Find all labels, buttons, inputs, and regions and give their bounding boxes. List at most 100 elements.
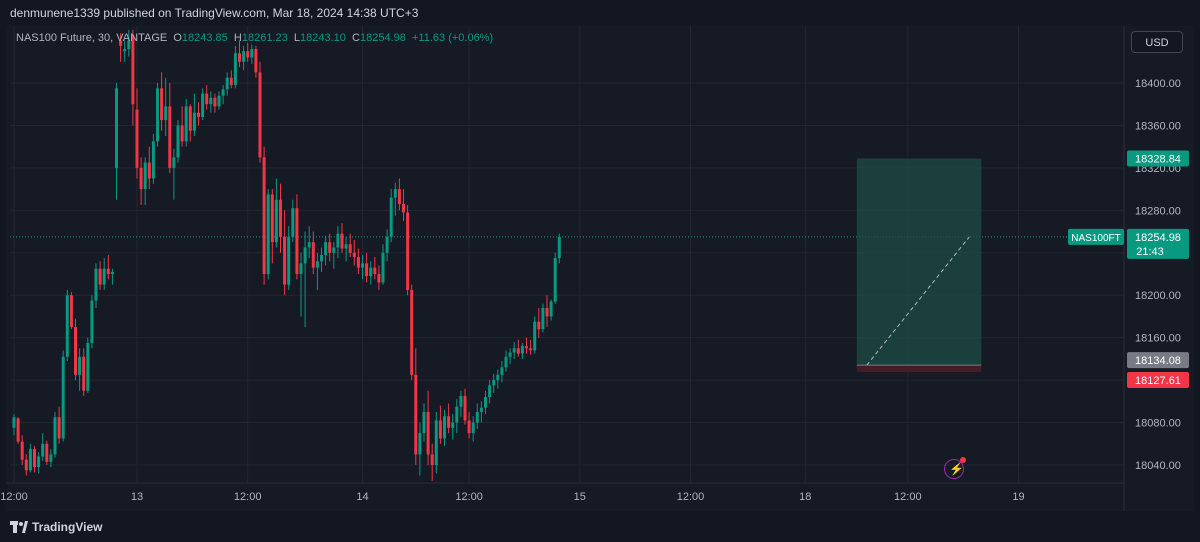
last-price-tag — [1127, 228, 1189, 259]
candle — [205, 85, 209, 110]
candle-body — [369, 267, 373, 277]
candle-body — [525, 346, 528, 349]
candle-body — [451, 422, 455, 428]
candle-body — [123, 49, 127, 52]
candle-body — [283, 236, 287, 285]
candle-body — [160, 88, 164, 121]
candle — [254, 45, 258, 78]
candle — [94, 263, 98, 308]
candle — [135, 88, 139, 179]
candle — [332, 242, 336, 269]
candle-body — [233, 53, 237, 86]
candle — [213, 93, 217, 113]
candle-body — [221, 89, 225, 96]
candle — [86, 337, 90, 393]
candle-body — [373, 267, 377, 274]
candle-body — [410, 289, 414, 375]
tradingview-logo[interactable]: TradingView — [10, 519, 102, 535]
x-tick-label: 19 — [1012, 491, 1024, 503]
candle — [549, 299, 553, 321]
y-tick-label: 18360.00 — [1135, 120, 1181, 132]
candle-body — [127, 40, 131, 50]
candle — [533, 316, 537, 354]
candles — [12, 29, 561, 481]
candle — [414, 348, 418, 465]
x-tick-label: 14 — [356, 491, 368, 503]
candle-body — [65, 295, 69, 357]
candle-body — [303, 247, 307, 264]
candle — [459, 390, 463, 418]
tradingview-logo-icon — [10, 521, 28, 533]
candle-body — [492, 380, 496, 386]
candle-body — [49, 454, 53, 462]
stop-price-tag — [1127, 372, 1189, 389]
candle-body — [90, 300, 94, 343]
candle — [119, 33, 123, 62]
candle-body — [299, 263, 303, 274]
currency-button[interactable]: USD — [1131, 31, 1183, 53]
candle-body — [57, 417, 61, 439]
candle — [188, 104, 192, 142]
candle-body — [529, 348, 533, 351]
candle — [246, 42, 250, 62]
low-label: L — [293, 32, 301, 44]
x-tick-label: 13 — [131, 491, 143, 503]
lightning-icon[interactable]: ⚡ — [944, 457, 966, 479]
candle — [90, 295, 94, 349]
candle-body — [340, 233, 344, 249]
candle — [434, 411, 438, 474]
candle — [45, 440, 49, 465]
candle — [557, 233, 561, 264]
last-price-label: 18254.98 — [1135, 232, 1181, 244]
candle-body — [147, 162, 151, 179]
price-chart[interactable]: 18040.00 18080.00 18160.00 18200.00 18280.00… — [0, 0, 1200, 511]
candle — [225, 72, 229, 96]
target-zone — [856, 158, 982, 366]
candle-body — [205, 93, 209, 105]
entry-price-tag — [1127, 352, 1189, 369]
candle-body — [500, 367, 504, 375]
candle — [447, 403, 451, 434]
candle — [233, 45, 237, 89]
candle-body — [418, 433, 422, 455]
candle — [197, 102, 200, 126]
x-tick-label: 12:00 — [455, 491, 483, 503]
candle — [340, 223, 344, 253]
low-value: 18243.10 — [300, 32, 346, 44]
candle-body — [459, 396, 463, 407]
candle-body — [78, 356, 82, 375]
candle-body — [348, 244, 352, 253]
candle-body — [209, 97, 213, 105]
candle — [406, 205, 410, 296]
footer-bar: TradingView — [0, 511, 1200, 542]
bolt-glyph-icon: ⚡ — [949, 462, 964, 476]
stop-zone — [856, 365, 982, 373]
candle-body — [557, 236, 561, 259]
candle-body — [356, 257, 360, 268]
candle — [393, 182, 397, 216]
candle — [106, 254, 110, 280]
candle — [12, 414, 16, 436]
candle-body — [225, 77, 229, 90]
candle-body — [443, 416, 446, 439]
candle — [525, 337, 528, 354]
axes: 18040.00 18080.00 18160.00 18200.00 18280.00… — [0, 26, 1189, 511]
candle-body — [520, 346, 524, 354]
candle — [123, 40, 127, 62]
y-tick-label: 18200.00 — [1135, 290, 1181, 302]
candle — [418, 422, 422, 476]
candle — [49, 449, 53, 468]
candle — [184, 98, 188, 147]
candle-body — [397, 189, 401, 204]
candle-body — [238, 53, 241, 62]
publish-header: denmunene1339 published on TradingView.c… — [0, 0, 1200, 26]
candle-body — [270, 194, 274, 243]
candle-body — [213, 97, 217, 107]
candle-body — [12, 417, 16, 428]
x-tick-label: 12:00 — [0, 491, 28, 503]
candle — [78, 348, 82, 391]
candle — [57, 406, 61, 444]
candle — [147, 146, 151, 190]
candle — [164, 77, 168, 137]
candle-body — [402, 203, 405, 213]
